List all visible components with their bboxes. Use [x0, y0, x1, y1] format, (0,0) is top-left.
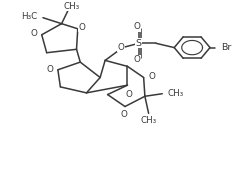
Text: O: O [134, 55, 141, 64]
Text: CH₃: CH₃ [140, 116, 157, 125]
Text: O: O [134, 22, 141, 31]
Text: O: O [46, 65, 53, 74]
Text: O: O [79, 23, 86, 32]
Text: O: O [118, 43, 125, 52]
Text: Br: Br [221, 43, 231, 52]
Text: CH₃: CH₃ [64, 2, 80, 11]
Text: O: O [148, 72, 155, 81]
Text: O: O [30, 29, 37, 38]
Text: O: O [120, 110, 127, 119]
Text: S: S [136, 39, 142, 48]
Text: CH₃: CH₃ [168, 89, 184, 98]
Text: O: O [125, 90, 132, 99]
Text: H₃C: H₃C [21, 12, 38, 21]
